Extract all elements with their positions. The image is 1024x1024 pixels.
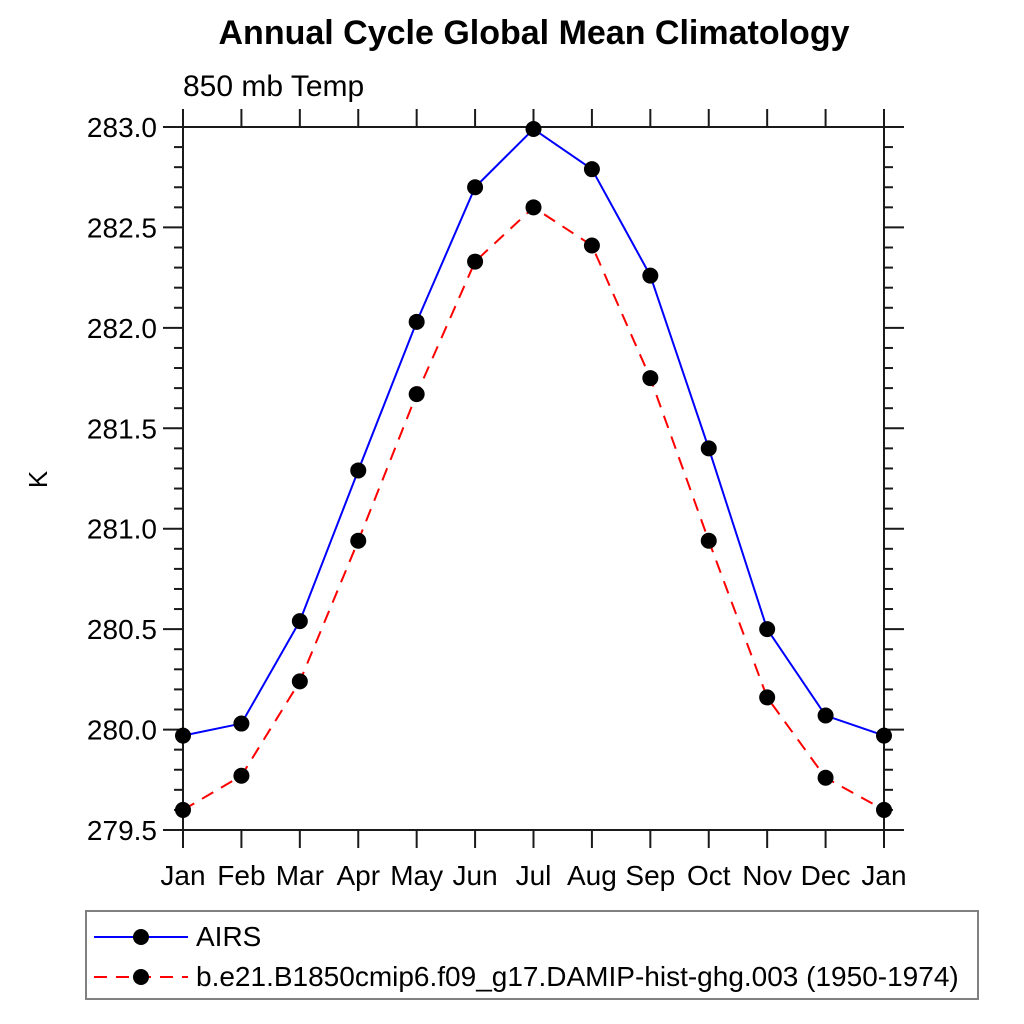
- y-tick-label: 281.5: [87, 413, 157, 444]
- data-point-model: [817, 769, 834, 786]
- x-tick-label: Jan: [861, 860, 906, 891]
- data-point-airs: [525, 121, 542, 138]
- data-point-airs: [408, 313, 425, 330]
- data-point-model: [876, 801, 892, 818]
- data-point-airs: [350, 462, 367, 479]
- data-point-airs: [175, 727, 191, 744]
- data-point-model: [700, 532, 717, 549]
- data-point-airs: [759, 621, 776, 638]
- data-point-airs: [642, 267, 659, 284]
- data-point-airs: [876, 727, 892, 744]
- data-point-airs: [291, 613, 308, 630]
- legend-item-model: b.e21.B1850cmip6.f09_g17.DAMIP-hist-ghg.…: [90, 961, 959, 992]
- data-point-airs: [233, 715, 250, 732]
- x-tick-label: Jul: [516, 860, 552, 891]
- y-tick-label: 280.0: [87, 715, 157, 746]
- x-tick-label: Apr: [336, 860, 380, 891]
- x-tick-label: Sep: [625, 860, 675, 891]
- data-point-model: [233, 767, 250, 784]
- data-point-model: [291, 673, 308, 690]
- legend-box: AIRS b.e21.B1850cmip6.f09_g17.DAMIP-hist…: [85, 910, 979, 1000]
- data-point-model: [759, 689, 776, 706]
- x-tick-label: Dec: [801, 860, 851, 891]
- y-tick-label: 282.5: [87, 212, 157, 243]
- y-tick-label: 282.0: [87, 313, 157, 344]
- data-point-model: [583, 237, 600, 254]
- x-tick-label: Feb: [217, 860, 265, 891]
- data-point-airs: [817, 707, 834, 724]
- plot-frame: [182, 126, 885, 831]
- series-line-airs: [182, 127, 885, 737]
- series-line-model: [182, 206, 885, 811]
- legend-item-airs: AIRS: [90, 921, 262, 952]
- y-tick-label: 279.5: [87, 815, 157, 846]
- chart-subtitle: 850 mb Temp: [183, 70, 365, 103]
- legend-label-airs: AIRS: [196, 921, 262, 952]
- legend-label-model: b.e21.B1850cmip6.f09_g17.DAMIP-hist-ghg.…: [196, 961, 959, 992]
- data-point-model: [642, 370, 659, 387]
- data-point-airs: [467, 179, 484, 196]
- data-point-model: [350, 532, 367, 549]
- data-point-model: [467, 253, 484, 270]
- y-tick-label: 283.0: [87, 112, 157, 143]
- x-tick-label: May: [390, 860, 443, 891]
- x-tick-label: Jun: [453, 860, 498, 891]
- data-point-model: [175, 801, 191, 818]
- x-tick-label: Nov: [742, 860, 792, 891]
- x-tick-label: Oct: [687, 860, 731, 891]
- data-point-airs: [583, 161, 600, 178]
- chart-title: Annual Cycle Global Mean Climatology: [218, 14, 850, 52]
- data-point-airs: [700, 440, 717, 457]
- y-tick-label: 280.5: [87, 614, 157, 645]
- y-tick-label: 281.0: [87, 514, 157, 545]
- airs-line-swatch: [94, 929, 188, 945]
- x-tick-label: Jan: [160, 860, 205, 891]
- data-point-model: [408, 386, 425, 403]
- x-tick-label: Aug: [567, 860, 617, 891]
- model-line-swatch: [94, 969, 188, 985]
- data-point-model: [525, 199, 542, 216]
- x-tick-label: Mar: [276, 860, 324, 891]
